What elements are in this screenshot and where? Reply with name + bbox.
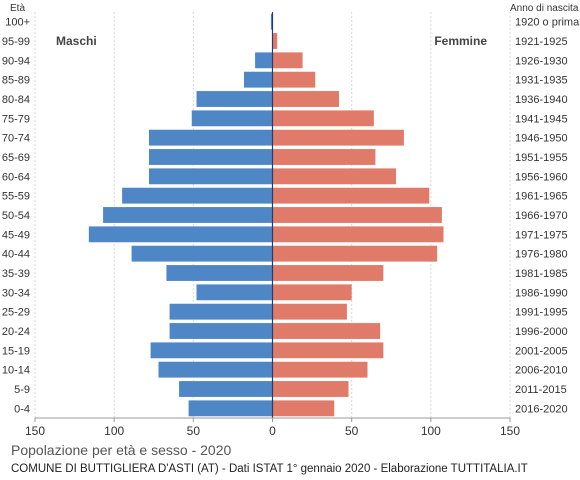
legend-maschi: Maschi xyxy=(56,34,97,48)
age-tick-label: 10-14 xyxy=(2,365,30,377)
chart-canvas: 100+ 1920 o prima 95-99 1921-1925 90-94 1926-… xyxy=(2,3,580,438)
bar-maschi-20-24 xyxy=(169,323,273,339)
age-tick-label: 30-34 xyxy=(2,287,30,299)
age-tick-label: 95-99 xyxy=(2,36,30,48)
bar-femmine-65-69 xyxy=(272,149,376,165)
y-left-axis-label: Età xyxy=(10,3,25,14)
birth-year-tick-label: 1920 o prima xyxy=(515,17,580,29)
age-tick-label: 85-89 xyxy=(2,75,30,87)
birth-year-tick-label: 1946-1950 xyxy=(515,133,568,145)
birth-year-tick-label: 1981-1985 xyxy=(515,268,568,280)
age-tick-label: 65-69 xyxy=(2,152,30,164)
bar-maschi-30-34 xyxy=(196,284,273,301)
bar-femmine-75-79 xyxy=(272,110,374,127)
birth-year-tick-label: 1936-1940 xyxy=(515,94,568,106)
bar-femmine-85-89 xyxy=(272,71,316,88)
y-right-axis-label: Anno di nascita xyxy=(510,3,579,14)
bar-maschi-40-44 xyxy=(131,245,273,262)
age-tick-label: 20-24 xyxy=(2,326,30,338)
x-tick-label: 100 xyxy=(421,424,441,438)
bar-femmine-30-34 xyxy=(272,284,352,301)
bar-femmine-55-59 xyxy=(272,187,430,204)
birth-year-tick-label: 1941-1945 xyxy=(515,113,568,125)
bar-femmine-95-99 xyxy=(272,33,278,49)
bar-femmine-35-39 xyxy=(272,265,384,281)
age-tick-label: 55-59 xyxy=(2,191,30,203)
bar-maschi-5-9 xyxy=(179,381,273,397)
bar-maschi-90-94 xyxy=(255,52,273,69)
bar-maschi-45-49 xyxy=(88,226,273,243)
chart-subtitle: COMUNE DI BUTTIGLIERA D'ASTI (AT) - Dati… xyxy=(11,463,528,475)
birth-year-tick-label: 2016-2020 xyxy=(515,403,568,415)
age-tick-label: 15-19 xyxy=(2,345,30,357)
age-tick-label: 5-9 xyxy=(14,384,30,396)
age-tick-label: 60-64 xyxy=(2,171,30,183)
bar-femmine-70-74 xyxy=(272,129,404,146)
bar-maschi-55-59 xyxy=(122,187,273,204)
bar-maschi-10-14 xyxy=(158,361,273,378)
bar-femmine-25-29 xyxy=(272,303,347,320)
x-tick-label: 0 xyxy=(269,424,276,438)
bar-maschi-0-4 xyxy=(188,400,273,417)
age-tick-label: 45-49 xyxy=(2,229,30,241)
bar-femmine-15-19 xyxy=(272,342,384,359)
legend-femmine: Femmine xyxy=(434,34,487,48)
bar-maschi-50-54 xyxy=(103,207,273,223)
x-tick-label: 50 xyxy=(187,424,201,438)
bar-femmine-60-64 xyxy=(272,168,396,185)
bar-femmine-0-4 xyxy=(272,400,335,417)
age-tick-label: 100+ xyxy=(5,17,30,29)
birth-year-tick-label: 1926-1930 xyxy=(515,55,568,67)
birth-year-tick-label: 1976-1980 xyxy=(515,249,568,261)
bar-femmine-50-54 xyxy=(272,207,442,223)
age-tick-label: 35-39 xyxy=(2,268,30,280)
bar-maschi-70-74 xyxy=(149,129,273,146)
birth-year-tick-label: 1921-1925 xyxy=(515,36,568,48)
x-tick-label: 50 xyxy=(345,424,359,438)
bar-femmine-40-44 xyxy=(272,245,438,262)
bar-maschi-80-84 xyxy=(196,91,273,107)
birth-year-tick-label: 1966-1970 xyxy=(515,210,568,222)
birth-year-tick-label: 1996-2000 xyxy=(515,326,568,338)
bar-femmine-5-9 xyxy=(272,381,349,397)
age-tick-label: 50-54 xyxy=(2,210,30,222)
age-tick-label: 70-74 xyxy=(2,133,30,145)
x-tick-label: 150 xyxy=(500,424,520,438)
bar-femmine-20-24 xyxy=(272,323,381,339)
birth-year-tick-label: 1971-1975 xyxy=(515,229,568,241)
bar-maschi-35-39 xyxy=(166,265,273,281)
birth-year-tick-label: 1991-1995 xyxy=(515,307,568,319)
birth-year-tick-label: 2006-2010 xyxy=(515,365,568,377)
age-tick-label: 40-44 xyxy=(2,249,30,261)
x-tick-label: 150 xyxy=(25,424,45,438)
age-tick-label: 25-29 xyxy=(2,307,30,319)
bar-maschi-25-29 xyxy=(169,303,273,320)
birth-year-tick-label: 1961-1965 xyxy=(515,191,568,203)
age-tick-label: 75-79 xyxy=(2,113,30,125)
chart-title: Popolazione per età e sesso - 2020 xyxy=(11,442,232,458)
birth-year-tick-label: 2011-2015 xyxy=(515,384,567,396)
bar-maschi-15-19 xyxy=(150,342,273,359)
bar-femmine-90-94 xyxy=(272,52,303,69)
bar-maschi-85-89 xyxy=(244,71,273,88)
bar-maschi-60-64 xyxy=(149,168,273,185)
age-tick-label: 80-84 xyxy=(2,94,30,106)
birth-year-tick-label: 1951-1955 xyxy=(515,152,568,164)
birth-year-tick-label: 1931-1935 xyxy=(515,75,568,87)
bar-femmine-45-49 xyxy=(272,226,444,243)
bar-femmine-80-84 xyxy=(272,91,339,107)
bar-maschi-100+ xyxy=(270,13,273,30)
x-tick-label: 100 xyxy=(104,424,124,438)
birth-year-tick-label: 1956-1960 xyxy=(515,171,568,183)
age-tick-label: 0-4 xyxy=(14,403,30,415)
bar-maschi-75-79 xyxy=(191,110,273,127)
birth-year-tick-label: 1986-1990 xyxy=(515,287,568,299)
age-tick-label: 90-94 xyxy=(2,55,30,67)
bar-femmine-10-14 xyxy=(272,361,368,378)
birth-year-tick-label: 2001-2005 xyxy=(515,345,568,357)
bar-maschi-65-69 xyxy=(149,149,273,165)
